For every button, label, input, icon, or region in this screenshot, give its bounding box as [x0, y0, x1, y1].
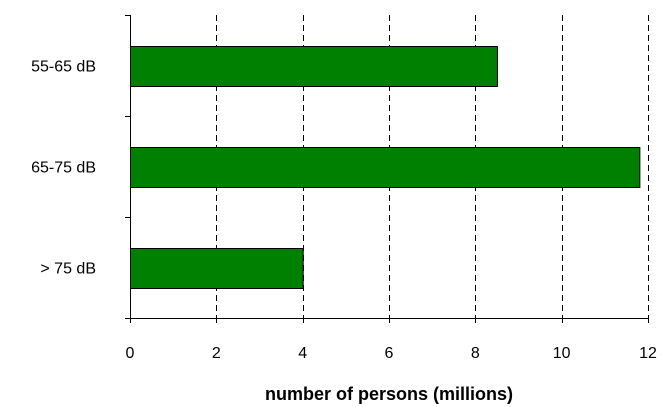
x-tick-label: 12: [639, 345, 657, 362]
y-category-label: 65-75 dB: [31, 160, 96, 177]
bar-2: [130, 248, 304, 289]
y-category-label: 55-65 dB: [31, 59, 96, 76]
y-category-label: > 75 dB: [40, 261, 96, 278]
x-axis-title: number of persons (millions): [265, 384, 513, 404]
tick-labels: 0 2 4 6 8 10 12 55-65 dB 65-75 dB > 75 dB: [31, 59, 657, 363]
x-tick-label: 2: [212, 345, 221, 362]
bar-1: [130, 147, 641, 188]
x-tick-label: 4: [298, 345, 307, 362]
bar-0: [130, 46, 498, 87]
x-tick-label: 6: [385, 345, 394, 362]
x-tick-label: 8: [471, 345, 480, 362]
x-tick-label: 10: [553, 345, 571, 362]
bars: [130, 46, 641, 289]
x-tick-label: 0: [126, 345, 135, 362]
axes: [125, 15, 649, 323]
